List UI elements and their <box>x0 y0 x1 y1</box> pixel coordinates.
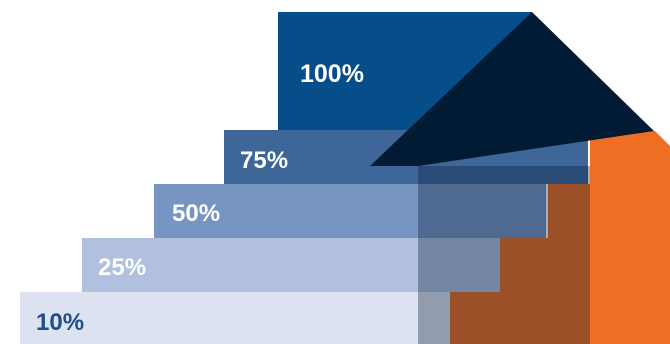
step-bar-10 <box>20 292 450 344</box>
arrow-head <box>370 12 654 166</box>
step-label-10: 10% <box>36 309 85 336</box>
step-label-75: 75% <box>240 147 289 174</box>
arrow-shaft-overlay <box>418 166 590 344</box>
step-bar-25 <box>82 238 500 292</box>
step-bar-50 <box>154 184 546 238</box>
step-label-50: 50% <box>172 200 221 227</box>
step-label-25: 25% <box>98 254 147 281</box>
orange-staircase <box>450 131 670 344</box>
step-label-100: 100% <box>300 60 364 88</box>
